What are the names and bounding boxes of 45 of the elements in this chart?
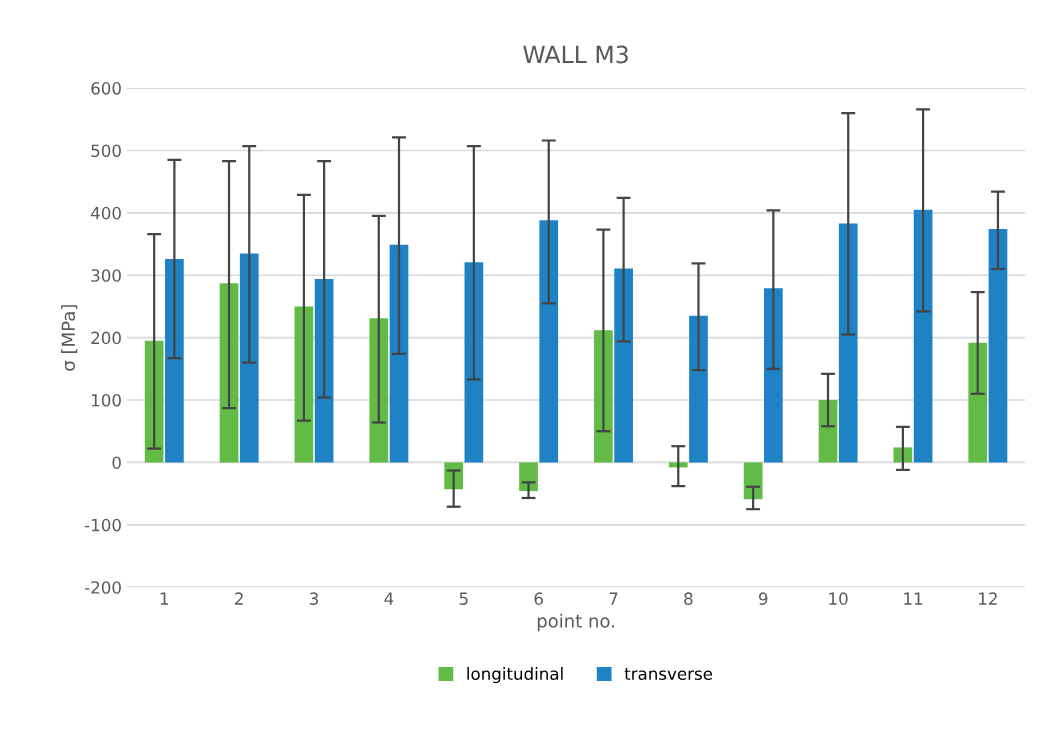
bar	[219, 283, 239, 463]
x-tick-label: 10	[829, 592, 848, 605]
y-tick-label: 400	[90, 206, 121, 220]
bar	[689, 315, 708, 463]
x-tick-label: 6	[534, 592, 543, 605]
bar	[389, 244, 409, 463]
bar	[314, 278, 334, 463]
x-tick-label: 4	[384, 592, 394, 605]
y-tick-label: 600	[91, 82, 121, 95]
bar	[464, 262, 484, 463]
x-tick-label: 5	[459, 592, 468, 605]
x-tick-label: 1	[160, 592, 169, 605]
x-axis-title: point no.	[537, 613, 614, 632]
y-tick-label: 0	[112, 456, 121, 469]
x-tick-label: 11	[904, 592, 923, 605]
legend-label: transverse	[624, 668, 713, 680]
bar	[913, 209, 933, 463]
x-tick-label: 2	[235, 592, 243, 605]
bar	[294, 306, 314, 463]
x-tick-label: 12	[979, 592, 997, 605]
bar	[763, 288, 783, 463]
x-tick-label: 7	[609, 592, 618, 605]
bar	[539, 220, 559, 463]
bar	[968, 342, 988, 463]
y-tick-label: -200	[84, 581, 121, 594]
bar	[838, 223, 858, 463]
bar	[165, 259, 184, 463]
y-axis-title: σ [MPa]	[61, 305, 78, 371]
bar	[519, 462, 538, 492]
y-tick-label: 300	[91, 269, 121, 282]
y-tick-label: 200	[91, 331, 121, 345]
bar	[818, 400, 838, 463]
x-tick-label: 9	[758, 592, 768, 605]
y-tick-label: 100	[92, 393, 121, 407]
bar	[743, 462, 763, 500]
bar	[614, 268, 633, 463]
bar	[988, 229, 1008, 463]
y-tick-label: -100	[84, 518, 121, 532]
legend-label: longitudinal	[467, 667, 563, 684]
bar	[369, 318, 389, 463]
y-tick-label: 500	[91, 144, 121, 158]
x-tick-label: 3	[309, 592, 318, 605]
chart-title: WALL M3	[523, 45, 628, 64]
x-tick-label: 8	[684, 592, 693, 605]
bar	[239, 253, 259, 463]
